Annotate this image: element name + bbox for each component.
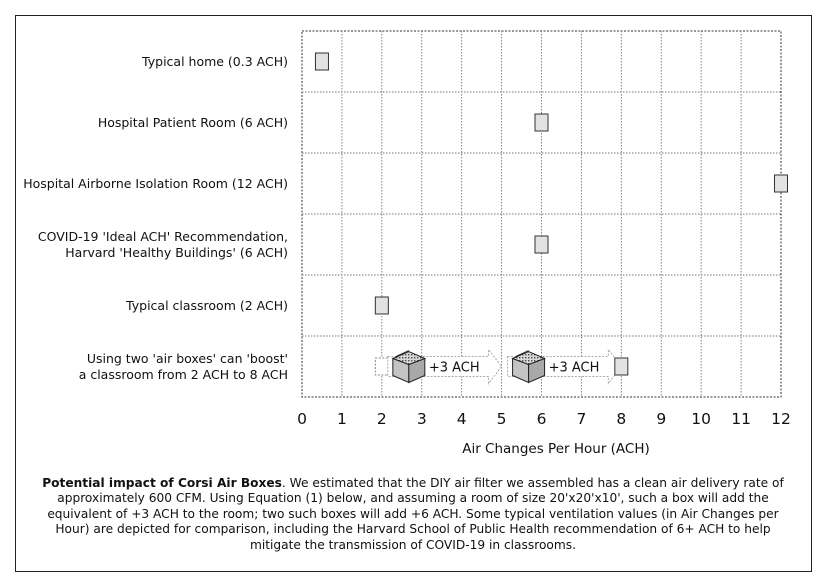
x-tick-label: 4 [457, 410, 467, 428]
category-label: COVID-19 'Ideal ACH' Recommendation, [38, 229, 288, 244]
category-label: a classroom from 2 ACH to 8 ACH [79, 367, 288, 382]
category-label: Using two 'air boxes' can 'boost' [87, 351, 288, 366]
air-box-icon [511, 350, 546, 384]
air-box-edge [395, 350, 410, 357]
x-tick-label: 11 [731, 410, 751, 428]
ach-chart: +3 ACH +3 ACH Typical home (0.3 ACH) Hospi… [23, 30, 791, 457]
boost-annotation: +3 ACH +3 ACH [374, 348, 622, 385]
caption-line-5: mitigate the transmission of COVID-19 in… [250, 537, 576, 552]
caption-line-2: approximately 600 CFM. Using Equation (1… [57, 491, 769, 506]
x-tick-label: 5 [497, 410, 507, 428]
figure-caption: Potential impact of Corsi Air Boxes. We … [40, 476, 786, 553]
air-box-icon [391, 350, 427, 384]
data-point-marker [774, 174, 788, 193]
data-point-marker [314, 52, 329, 71]
category-label: Typical home (0.3 ACH) [141, 54, 288, 69]
caption-line-1: . We estimated that the DIY air filter w… [281, 476, 784, 490]
x-tick-label: 12 [771, 410, 791, 428]
caption-line-4: Hour) are depicted for comparison, inclu… [55, 522, 771, 537]
caption-title: Potential impact of Corsi Air Boxes [42, 476, 282, 490]
air-box-top [511, 350, 546, 366]
data-point-marker [534, 113, 549, 132]
air-box-edge [515, 350, 529, 357]
x-tick-label: 3 [417, 410, 427, 428]
boost-label: +3 ACH [429, 361, 480, 376]
x-tick-label: 10 [691, 410, 711, 428]
x-tick-label: 9 [656, 410, 666, 428]
x-tick-label: 1 [337, 410, 347, 428]
category-label: Typical classroom (2 ACH) [125, 298, 288, 313]
x-tick-label: 7 [576, 410, 586, 428]
x-tick-label: 0 [297, 410, 307, 428]
data-point-marker [534, 235, 549, 254]
grid [302, 31, 781, 397]
caption-line-3: equivalent of +3 ACH to the room; two su… [47, 506, 779, 521]
x-axis-label: Air Changes Per Hour (ACH) [462, 441, 650, 457]
x-axis-ticks: 0 1 2 3 4 5 6 7 8 9 10 11 12 [297, 410, 791, 428]
category-label: Hospital Airborne Isolation Room (12 ACH… [23, 176, 288, 191]
category-label: Hospital Patient Room (6 ACH) [98, 115, 288, 130]
x-tick-label: 8 [616, 410, 626, 428]
x-tick-label: 2 [377, 410, 387, 428]
category-labels: Typical home (0.3 ACH) Hospital Patient R… [23, 54, 288, 382]
start-ghost-marker [374, 357, 389, 376]
figure-frame [15, 15, 812, 572]
data-point-marker [374, 296, 389, 315]
data-point-marker [614, 357, 629, 376]
boost-label: +3 ACH [549, 361, 600, 376]
x-tick-label: 6 [537, 410, 547, 428]
markers [314, 52, 788, 376]
air-box-top [391, 350, 427, 366]
category-label: Harvard 'Healthy Buildings' (6 ACH) [65, 245, 288, 260]
